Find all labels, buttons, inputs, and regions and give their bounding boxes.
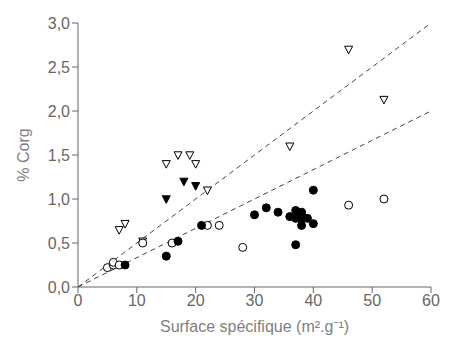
svg-text:40: 40 bbox=[304, 292, 322, 309]
svg-text:0: 0 bbox=[74, 292, 83, 309]
svg-text:3,0: 3,0 bbox=[48, 15, 70, 32]
svg-text:1,5: 1,5 bbox=[48, 147, 70, 164]
svg-text:% Corg: % Corg bbox=[15, 128, 32, 181]
svg-text:1,0: 1,0 bbox=[48, 191, 70, 208]
svg-text:10: 10 bbox=[128, 292, 146, 309]
svg-text:60: 60 bbox=[422, 292, 440, 309]
svg-text:30: 30 bbox=[246, 292, 264, 309]
svg-text:2,5: 2,5 bbox=[48, 59, 70, 76]
svg-text:Surface spécifique (m².g⁻¹): Surface spécifique (m².g⁻¹) bbox=[160, 318, 349, 335]
svg-text:2,0: 2,0 bbox=[48, 103, 70, 120]
svg-text:20: 20 bbox=[187, 292, 205, 309]
svg-text:0,0: 0,0 bbox=[48, 279, 70, 296]
svg-text:0,5: 0,5 bbox=[48, 235, 70, 252]
svg-text:50: 50 bbox=[363, 292, 381, 309]
